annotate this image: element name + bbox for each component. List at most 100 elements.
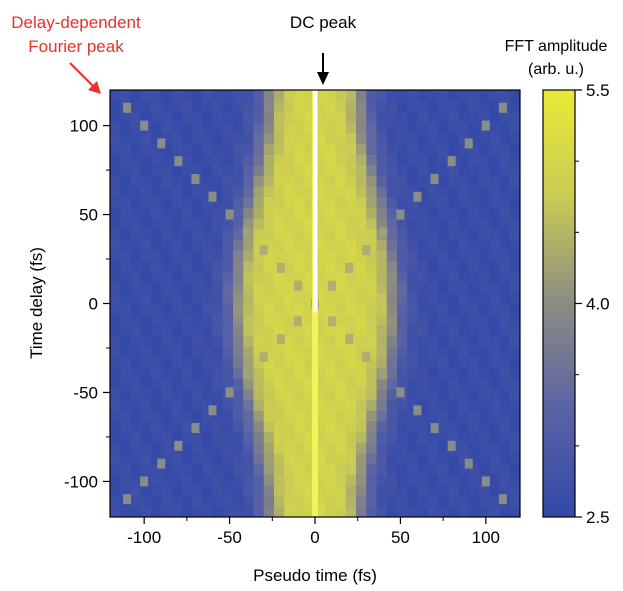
heatmap-cell (479, 111, 490, 123)
heatmap-cell (407, 346, 419, 358)
heatmap-cell (366, 474, 378, 486)
heatmap-cell (294, 346, 306, 358)
heatmap-cell (397, 463, 408, 475)
heatmap-cell (192, 314, 203, 326)
heatmap-cell (489, 463, 501, 475)
heatmap-cell (212, 463, 224, 475)
heatmap-cell (181, 335, 193, 347)
delay-peak-mark (362, 351, 371, 362)
heatmap-cell (284, 495, 296, 507)
heatmap-cell (222, 506, 234, 517)
delay-peak-mark (481, 120, 490, 131)
heatmap-cell (458, 484, 470, 497)
heatmap-cell (356, 378, 367, 390)
heatmap-cell (366, 335, 378, 347)
heatmap-cell (366, 175, 378, 187)
heatmap-cell (181, 207, 193, 219)
heatmap-cell (233, 164, 244, 176)
heatmap-cell (499, 175, 511, 187)
heatmap-cell (140, 154, 152, 166)
heatmap-cell (202, 292, 214, 305)
heatmap-cell (263, 484, 275, 497)
heatmap-cell (120, 260, 132, 273)
heatmap-cell (438, 335, 449, 347)
heatmap-cell (222, 292, 234, 305)
heatmap-cell (212, 495, 224, 507)
heatmap-cell (376, 132, 388, 144)
heatmap-cell (222, 378, 234, 390)
heatmap-cell (130, 388, 142, 401)
heatmap-cell (110, 100, 121, 112)
heatmap-cell (458, 250, 470, 262)
heatmap-cell (212, 314, 224, 326)
heatmap-cell (120, 367, 132, 379)
heatmap-cell (192, 90, 203, 102)
heatmap-cell (161, 228, 173, 241)
heatmap-cell (110, 111, 121, 123)
heatmap-cell (489, 250, 501, 262)
heatmap-cell (356, 474, 367, 486)
heatmap-cell (294, 239, 306, 251)
heatmap-cell (130, 399, 142, 411)
heatmap-cell (407, 143, 419, 155)
heatmap-cell (202, 132, 214, 144)
heatmap-cell (140, 228, 152, 241)
heatmap-cell (386, 335, 398, 347)
heatmap-cell (325, 474, 337, 486)
heatmap-cell (151, 218, 162, 230)
delay-peak-mark (157, 458, 166, 469)
heatmap-cell (222, 314, 234, 326)
heatmap-cell (161, 100, 173, 112)
heatmap-cell (335, 122, 347, 134)
heatmap-cell (386, 506, 398, 517)
heatmap-cell (468, 218, 480, 230)
heatmap-cell (407, 132, 419, 144)
heatmap-cell (222, 399, 234, 411)
heatmap-cell (202, 356, 214, 369)
heatmap-cell (366, 239, 378, 251)
heatmap-cell (417, 410, 429, 422)
heatmap-cell (407, 303, 419, 315)
heatmap-cell (110, 218, 121, 230)
heatmap-cell (448, 324, 460, 337)
delay-peak-mark (259, 351, 268, 362)
heatmap-cell (161, 388, 173, 401)
heatmap-cell (499, 207, 511, 219)
heatmap-cell (304, 154, 316, 166)
heatmap-cell (140, 388, 152, 401)
heatmap-cell (468, 399, 480, 411)
heatmap-cell (171, 143, 183, 155)
heatmap-cell (212, 484, 224, 497)
heatmap-cell (110, 506, 121, 517)
heatmap-cell (479, 324, 490, 337)
heatmap-cell (386, 207, 398, 219)
heatmap-cell (366, 186, 378, 198)
heatmap-cell (458, 506, 470, 517)
heatmap-cell (489, 218, 501, 230)
heatmap-cell (489, 239, 501, 251)
heatmap-cell (294, 154, 306, 166)
heatmap-cell (274, 186, 285, 198)
heatmap-cell (110, 388, 121, 401)
heatmap-cell (366, 367, 378, 379)
heatmap-cell (345, 484, 357, 497)
heatmap-cell (366, 218, 378, 230)
heatmap-cell (489, 282, 501, 294)
heatmap-cell (294, 431, 306, 443)
heatmap-cell (468, 154, 480, 166)
heatmap-cell (509, 218, 520, 230)
heatmap-cell (192, 271, 203, 283)
heatmap-cell (151, 228, 162, 241)
heatmap-cell (417, 474, 429, 486)
delay-peak-mark (225, 209, 234, 220)
heatmap-cell (417, 463, 429, 475)
heatmap-cell (438, 452, 449, 465)
heatmap-cell (130, 196, 142, 209)
heatmap-cell (202, 506, 214, 517)
heatmap-cell (181, 100, 193, 112)
heatmap-cell (284, 250, 296, 262)
heatmap-cell (263, 271, 275, 283)
heatmap-cell (284, 484, 296, 497)
heatmap-cell (397, 420, 408, 433)
heatmap-cell (181, 143, 193, 155)
